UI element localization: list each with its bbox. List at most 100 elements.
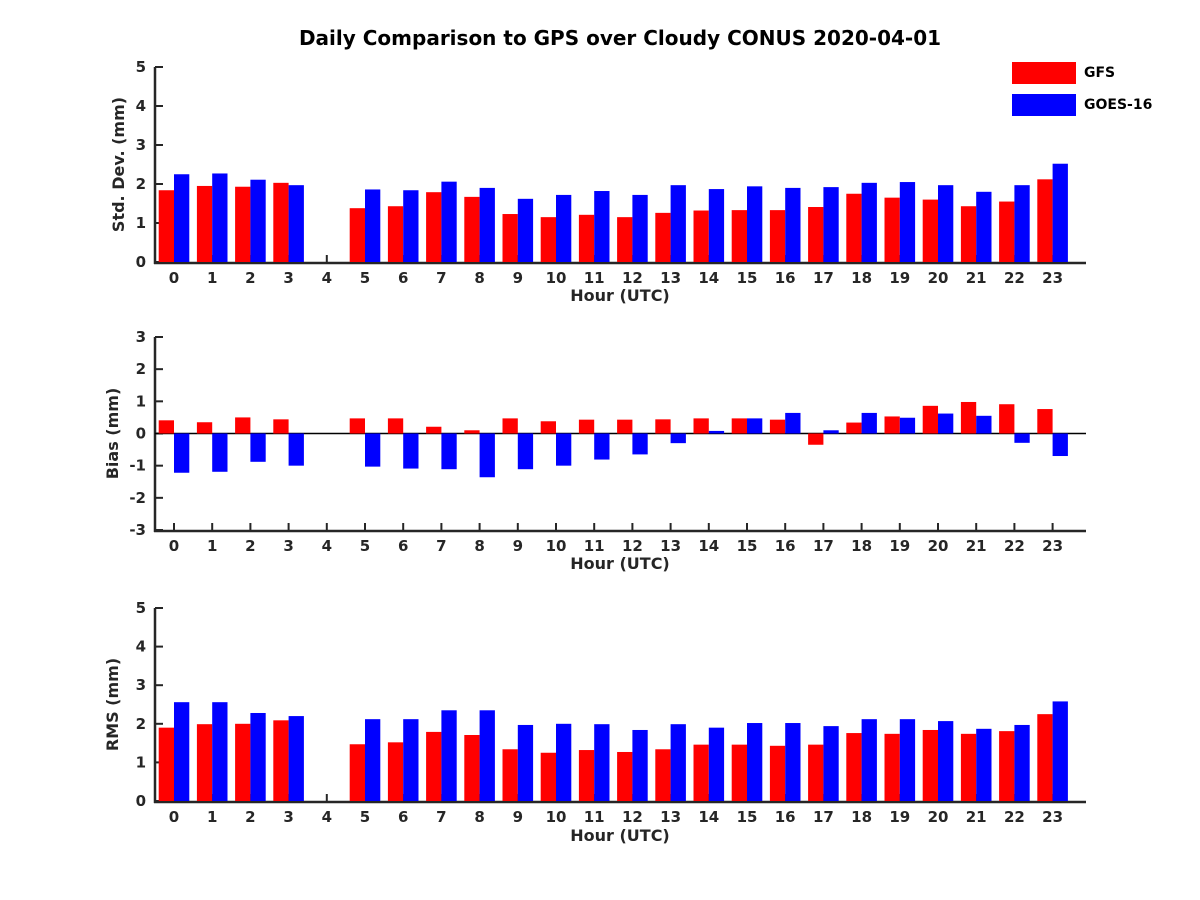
x-tick-label: 23	[1042, 537, 1063, 555]
x-tick-label: 11	[584, 269, 605, 287]
y-tick-label: 1	[136, 392, 146, 410]
bar-gfs-hour-14	[693, 210, 709, 262]
bar-goes-16-hour-13	[670, 724, 686, 801]
bar-goes-16-hour-1	[212, 702, 228, 801]
x-tick-label: 21	[966, 808, 987, 826]
x-tick-label: 23	[1042, 808, 1063, 826]
legend-label-gfs: GFS	[1084, 65, 1116, 81]
x-tick-label: 22	[1004, 269, 1025, 287]
bar-goes-16-hour-2	[250, 712, 266, 801]
bar-goes-16-hour-9	[517, 433, 534, 470]
y-tick-label: 2	[136, 175, 146, 193]
bar-gfs-hour-20	[922, 729, 938, 801]
bar-goes-16-hour-3	[288, 185, 304, 262]
bar-gfs-hour-1	[196, 422, 213, 434]
bar-gfs-hour-21	[960, 206, 977, 262]
stddev-xlabel: Hour (UTC)	[570, 286, 670, 305]
x-tick-label: 22	[1004, 537, 1025, 555]
bar-gfs-hour-9	[502, 214, 518, 262]
bar-gfs-hour-21	[960, 401, 977, 434]
x-tick-label: 17	[813, 808, 834, 826]
y-tick-label: -2	[129, 489, 146, 507]
bar-goes-16-hour-12	[632, 433, 648, 455]
bar-goes-16-hour-23	[1052, 433, 1068, 457]
bar-goes-16-hour-20	[938, 721, 954, 801]
bar-goes-16-hour-3	[288, 433, 304, 466]
bar-gfs-hour-18	[846, 733, 862, 801]
legend-item-goes16: GOES-16	[1012, 94, 1152, 116]
x-tick-label: 14	[698, 808, 719, 826]
bar-gfs-hour-8	[464, 430, 480, 434]
x-tick-label: 19	[889, 808, 910, 826]
x-tick-label: 8	[474, 808, 484, 826]
bar-gfs-hour-16	[769, 745, 786, 801]
bar-gfs-hour-11	[578, 750, 595, 801]
x-tick-label: 0	[169, 269, 179, 287]
x-tick-label: 4	[322, 269, 332, 287]
bias-xlabel: Hour (UTC)	[570, 554, 670, 573]
x-tick-label: 6	[398, 269, 408, 287]
bar-gfs-hour-22	[999, 201, 1015, 262]
bar-gfs-hour-3	[273, 419, 289, 434]
bar-goes-16-hour-5	[365, 189, 381, 262]
bar-gfs-hour-17	[808, 744, 824, 801]
bar-gfs-hour-8	[464, 734, 480, 801]
x-tick-label: 3	[283, 269, 293, 287]
x-tick-label: 17	[813, 537, 834, 555]
y-tick-label: 0	[136, 792, 146, 810]
bar-goes-16-hour-19	[899, 719, 916, 801]
x-tick-label: 18	[851, 269, 872, 287]
bar-goes-16-hour-7	[441, 433, 457, 470]
bar-goes-16-hour-18	[861, 719, 877, 801]
bar-gfs-hour-3	[273, 182, 289, 262]
bar-goes-16-hour-3	[288, 716, 304, 801]
rms-plot-area: 0 1 2 3 4 5 6 7 8 9 10 11 12 13 14 15 16 17 18 19 20 21 22 2301…	[136, 599, 1086, 826]
x-tick-label: 8	[474, 269, 484, 287]
bar-goes-16-hour-16	[785, 187, 801, 262]
x-tick-label: 10	[546, 537, 567, 555]
x-tick-label: 18	[851, 537, 872, 555]
x-tick-label: 15	[737, 269, 758, 287]
bar-gfs-hour-11	[578, 214, 595, 262]
bar-goes-16-hour-8	[479, 710, 495, 801]
x-tick-label: 7	[436, 808, 446, 826]
bar-gfs-hour-6	[387, 206, 404, 262]
bar-gfs-hour-14	[693, 744, 709, 801]
bar-gfs-hour-2	[235, 723, 251, 801]
y-tick-label: 4	[136, 97, 146, 115]
bar-gfs-hour-6	[387, 742, 404, 801]
y-tick-label: 0	[136, 425, 146, 443]
rms-ylabel: RMS (mm)	[103, 658, 122, 751]
x-tick-label: 0	[169, 537, 179, 555]
bar-goes-16-hour-12	[632, 194, 648, 262]
x-tick-label: 9	[513, 269, 523, 287]
bar-gfs-hour-1	[196, 185, 213, 262]
x-tick-label: 2	[245, 269, 255, 287]
bar-gfs-hour-10	[540, 217, 556, 262]
y-tick-label: 2	[136, 715, 146, 733]
bar-gfs-hour-7	[426, 731, 442, 801]
x-tick-label: 21	[966, 269, 987, 287]
bar-gfs-hour-17	[808, 433, 824, 445]
x-tick-label: 10	[546, 269, 567, 287]
bar-goes-16-hour-0	[174, 174, 190, 262]
bar-goes-16-hour-7	[441, 181, 457, 262]
bar-goes-16-hour-0	[174, 433, 190, 473]
bar-gfs-hour-5	[349, 418, 365, 434]
x-tick-label: 17	[813, 269, 834, 287]
x-tick-label: 15	[737, 537, 758, 555]
y-tick-label: 3	[136, 676, 146, 694]
bar-goes-16-hour-6	[403, 719, 419, 801]
bar-gfs-hour-0	[158, 190, 174, 262]
bar-gfs-hour-21	[960, 733, 977, 801]
bar-gfs-hour-15	[731, 744, 747, 801]
bar-goes-16-hour-11	[594, 724, 610, 801]
bias-chart: Bias (mm) Hour (UTC) 0 1 2 3 4 5 6 7 8 9 10 11 12 13 1…	[103, 328, 1086, 573]
bar-gfs-hour-3	[273, 720, 289, 801]
bar-goes-16-hour-6	[403, 190, 419, 262]
bar-gfs-hour-5	[349, 208, 365, 262]
bar-goes-16-hour-22	[1014, 724, 1030, 801]
bar-goes-16-hour-10	[556, 433, 572, 466]
x-tick-label: 16	[775, 537, 796, 555]
